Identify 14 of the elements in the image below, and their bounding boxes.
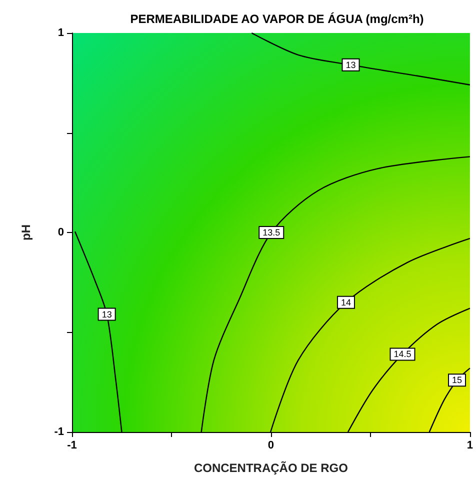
x-tick-label: 1 (466, 440, 474, 452)
series-label: 13 (102, 309, 112, 320)
x-tick-label: 0 (268, 440, 274, 452)
series-label: 14 (340, 297, 351, 308)
series-label: 15 (452, 375, 462, 386)
x-axis-title: CONCENTRAÇÃO DE RGO (194, 461, 348, 475)
y-tick-label: -1 (54, 426, 64, 438)
line-series (251, 32, 471, 86)
chart-title: PERMEABILIDADE AO VAPOR DE ÁGUA (mg/cm²h) (130, 12, 424, 26)
series-label: 13 (346, 60, 356, 70)
y-tick-label: 1 (58, 27, 64, 39)
y-axis-title: pH (19, 224, 33, 240)
x-tick-label: -1 (67, 440, 77, 452)
y-tick-label: 0 (58, 226, 64, 238)
